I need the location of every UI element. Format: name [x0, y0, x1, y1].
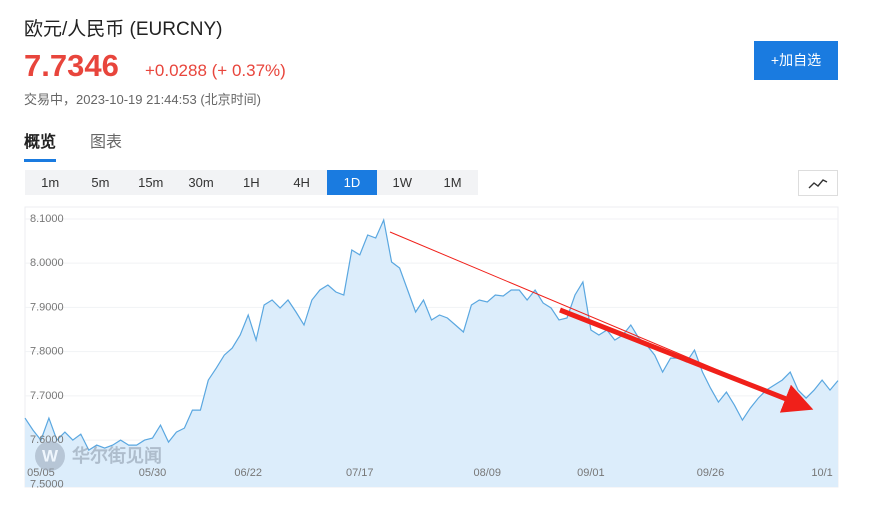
x-tick-label: 05/30	[139, 467, 167, 479]
x-tick-label: 09/01	[577, 467, 605, 479]
interval-button[interactable]: 15m	[138, 175, 164, 190]
interval-button[interactable]: 1H	[243, 175, 260, 190]
tab[interactable]: 图表	[90, 134, 123, 151]
add-watchlist-button[interactable]: +加自选	[754, 41, 838, 80]
area-fill	[25, 220, 838, 487]
chart-type-button[interactable]	[798, 170, 838, 196]
x-tick-label: 09/26	[697, 467, 725, 479]
interval-button[interactable]: 4H	[293, 175, 310, 190]
svg-text:W: W	[42, 446, 59, 465]
price: 7.7346	[24, 48, 119, 83]
x-tick-label: 07/17	[346, 467, 374, 479]
interval-button[interactable]: 30m	[188, 175, 214, 190]
trading-status: 交易中，2023-10-19 21:44:53 (北京时间)	[24, 92, 261, 107]
x-tick-label: 06/22	[234, 467, 262, 479]
interval-bar: 1m 5m 15m 30m 1H 4H 1D 1W 1M	[25, 170, 478, 195]
title: 欧元/人民币 (EURCNY)	[24, 19, 223, 40]
price-change: +0.0288 (+ 0.37%)	[145, 61, 286, 80]
interval-button[interactable]: 1D	[326, 170, 378, 195]
y-tick-label: 7.5000	[30, 478, 64, 490]
y-tick-label: 8.0000	[30, 257, 64, 269]
x-tick-label: 08/09	[474, 467, 502, 479]
x-tick-label: 10/1	[811, 467, 832, 479]
tab[interactable]: 概览	[24, 128, 57, 162]
interval-button[interactable]: 1W	[392, 175, 412, 190]
y-tick-label: 7.9000	[30, 301, 64, 313]
interval-button[interactable]: 5m	[91, 175, 110, 190]
y-tick-label: 8.1000	[30, 213, 64, 225]
trend-arrow	[559, 307, 814, 413]
watermark-text: 华尔街见闻	[72, 445, 162, 466]
watermark: W 华尔街见闻	[35, 441, 162, 471]
interval-button[interactable]: 1m	[41, 175, 60, 190]
y-tick-label: 7.8000	[30, 346, 64, 358]
chart-icon	[808, 179, 828, 189]
interval-button[interactable]: 1M	[443, 175, 462, 190]
price-line	[24, 217, 839, 451]
y-tick-label: 7.7000	[30, 390, 64, 402]
